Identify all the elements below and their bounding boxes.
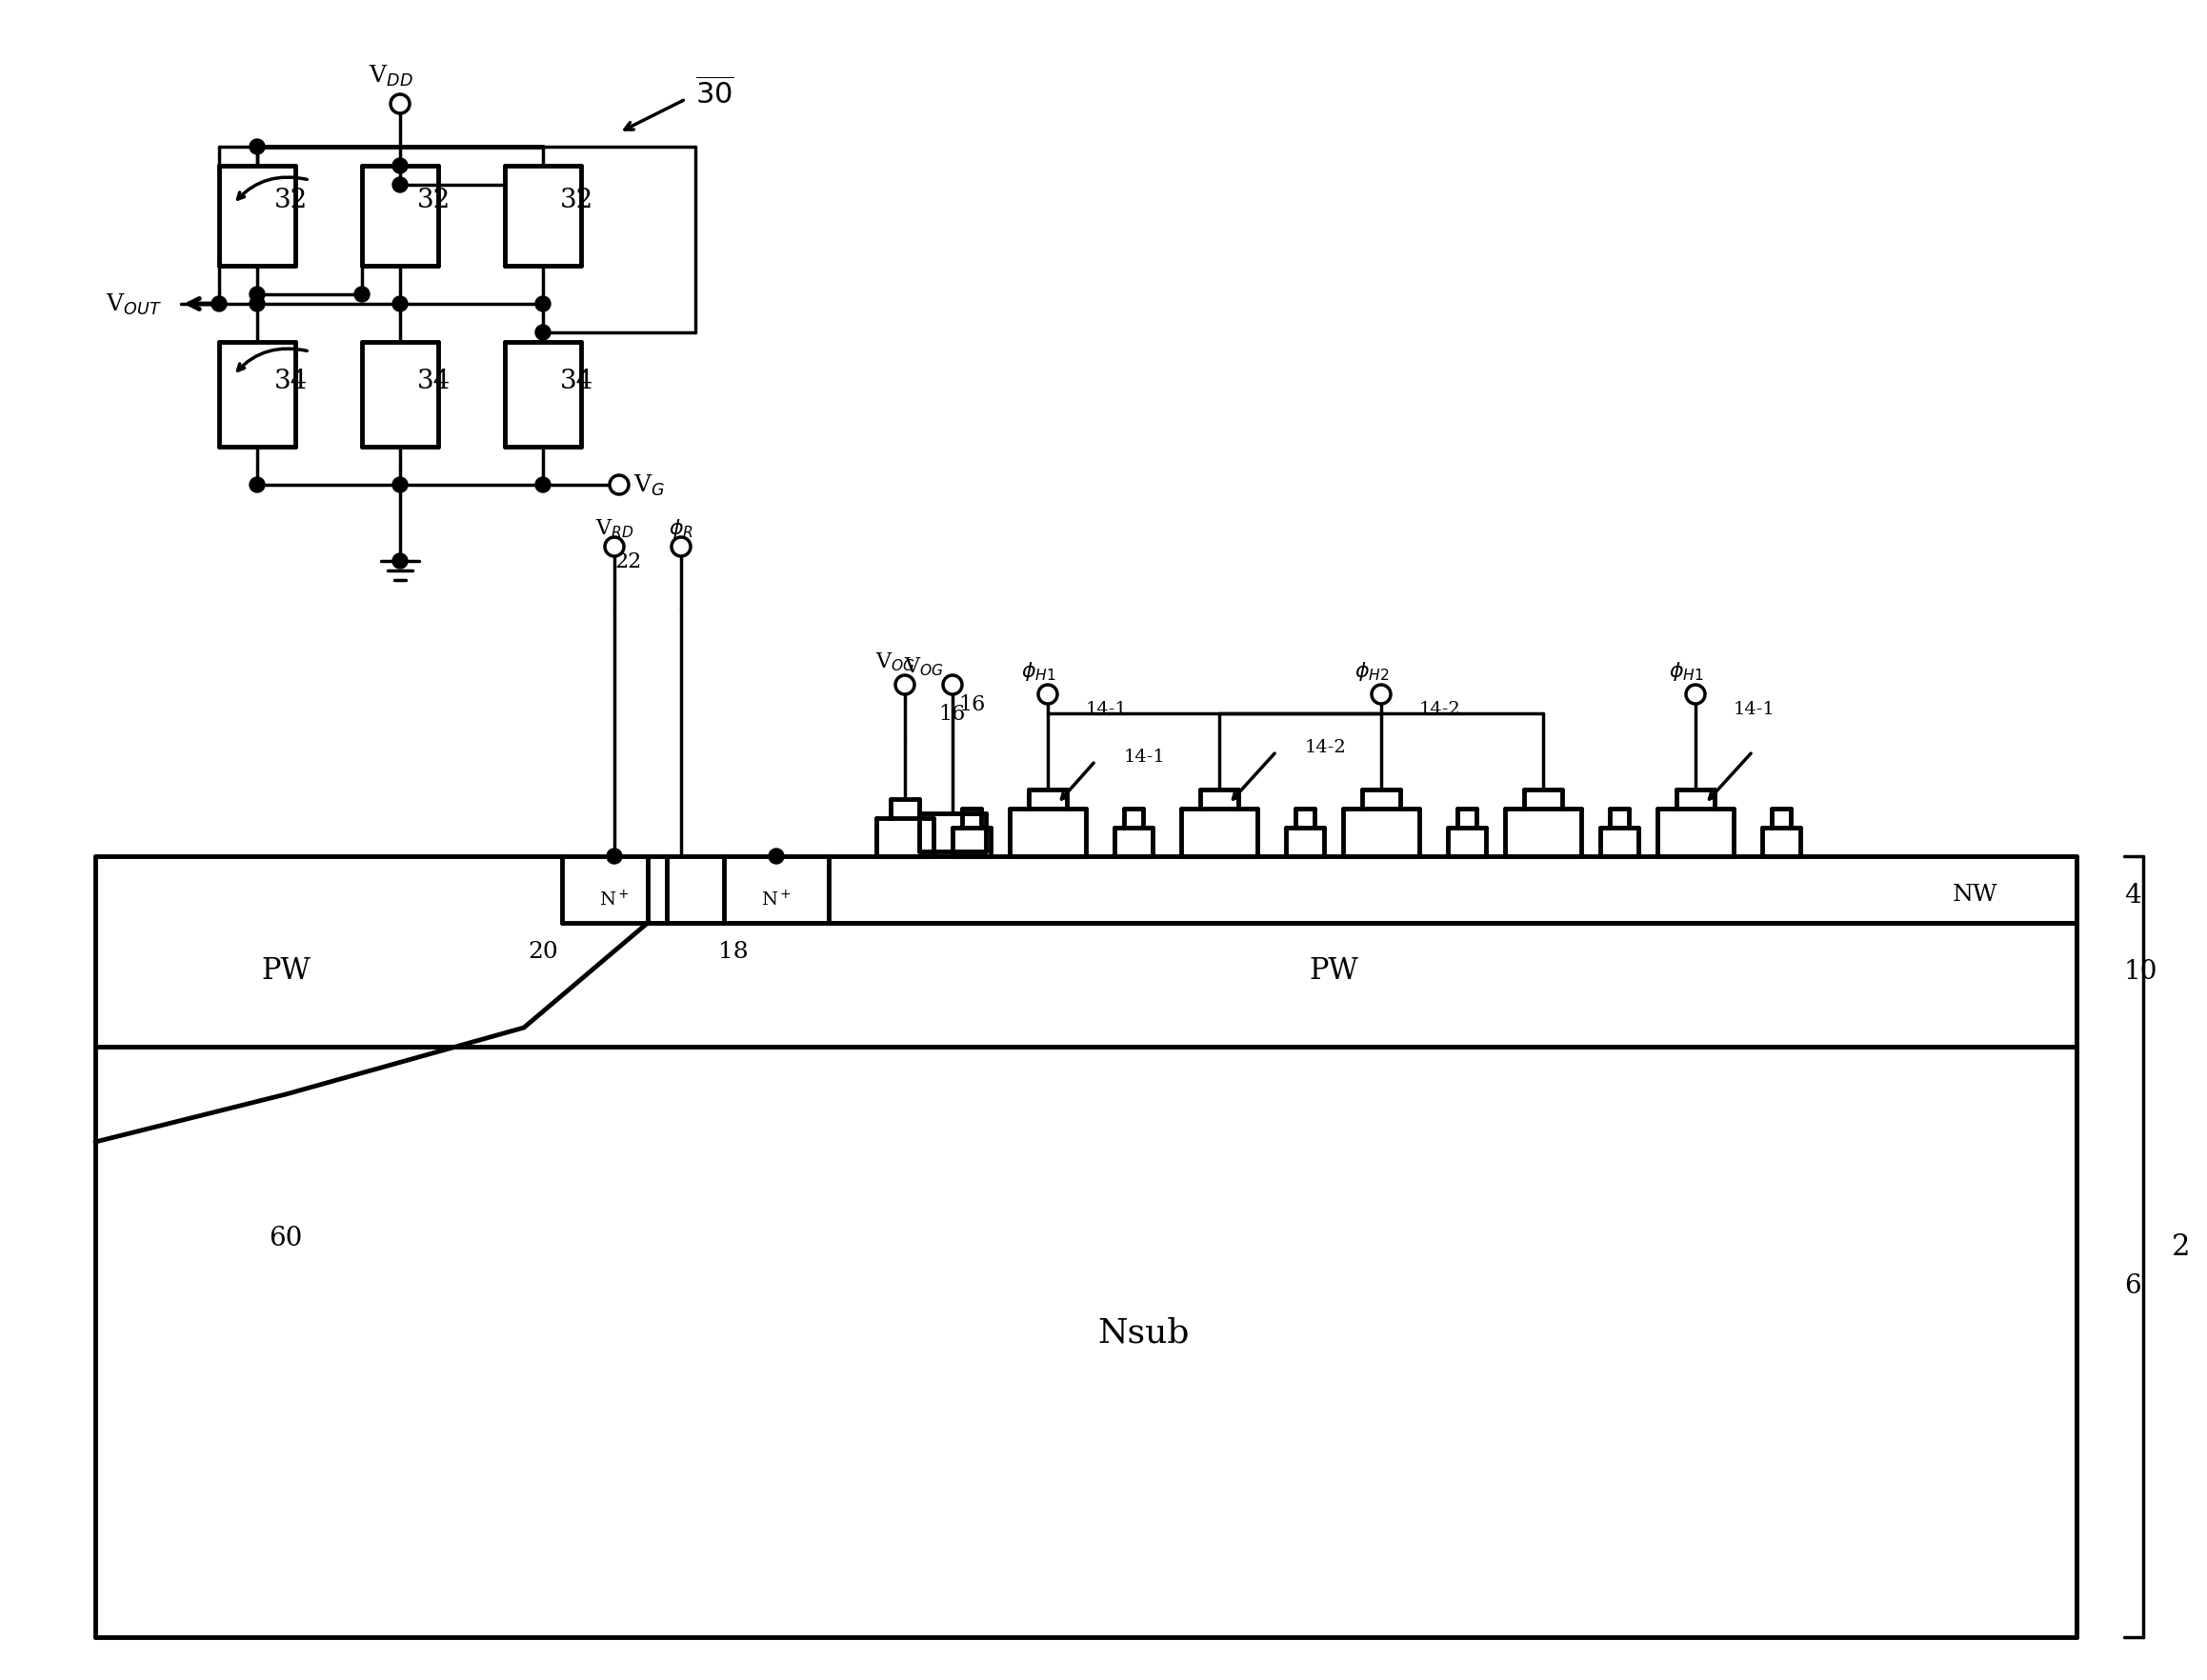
Circle shape <box>536 297 550 312</box>
Text: N$^+$: N$^+$ <box>761 889 792 909</box>
Text: NW: NW <box>1953 884 1997 906</box>
Text: 14-1: 14-1 <box>1732 701 1774 717</box>
Text: 2: 2 <box>2172 1231 2189 1262</box>
Text: $\phi_R$: $\phi_R$ <box>669 517 693 539</box>
Text: 32: 32 <box>274 186 307 213</box>
Text: $\phi_{H2}$: $\phi_{H2}$ <box>1355 660 1388 682</box>
Text: 60: 60 <box>269 1225 302 1250</box>
Circle shape <box>1686 685 1706 704</box>
Circle shape <box>605 538 625 556</box>
Circle shape <box>249 287 265 302</box>
Text: 6: 6 <box>2123 1272 2141 1299</box>
Circle shape <box>249 477 265 492</box>
Circle shape <box>355 287 369 302</box>
Circle shape <box>393 554 408 570</box>
Text: 32: 32 <box>561 186 594 213</box>
Text: PW: PW <box>1309 956 1357 986</box>
Text: 16: 16 <box>958 694 984 714</box>
Text: $\phi_{H1}$: $\phi_{H1}$ <box>1022 660 1055 682</box>
Text: $\overline{30}$: $\overline{30}$ <box>695 79 735 111</box>
Text: V$_{OUT}$: V$_{OUT}$ <box>106 292 161 318</box>
Text: 4: 4 <box>2123 882 2141 907</box>
Text: PW: PW <box>260 956 311 986</box>
Circle shape <box>607 848 622 864</box>
Text: 14-2: 14-2 <box>1419 701 1461 717</box>
Text: 22: 22 <box>616 551 642 573</box>
Text: 10: 10 <box>2123 958 2158 984</box>
Text: N$^+$: N$^+$ <box>598 889 629 909</box>
Text: 14-1: 14-1 <box>1086 701 1128 717</box>
Text: V$_{OG}$: V$_{OG}$ <box>876 650 916 672</box>
Text: 16: 16 <box>938 704 964 724</box>
Text: 18: 18 <box>719 941 748 963</box>
Circle shape <box>393 477 408 492</box>
Text: 32: 32 <box>417 186 450 213</box>
Circle shape <box>393 178 408 193</box>
Circle shape <box>536 326 550 341</box>
Circle shape <box>393 160 408 175</box>
Text: 14-2: 14-2 <box>1304 739 1346 756</box>
Circle shape <box>896 675 914 696</box>
Text: 20: 20 <box>527 941 558 963</box>
Text: V$_G$: V$_G$ <box>633 474 664 497</box>
Text: 34: 34 <box>417 368 450 393</box>
Text: V$_{OG}$: V$_{OG}$ <box>905 655 945 677</box>
Text: V$_{RD}$: V$_{RD}$ <box>596 517 633 539</box>
Text: 14-1: 14-1 <box>1123 748 1165 766</box>
Text: 34: 34 <box>274 368 307 393</box>
Text: Nsub: Nsub <box>1097 1317 1190 1349</box>
Circle shape <box>393 297 408 312</box>
Circle shape <box>249 297 265 312</box>
Circle shape <box>609 475 629 496</box>
Circle shape <box>768 848 783 864</box>
Circle shape <box>391 96 411 114</box>
Circle shape <box>1371 685 1390 704</box>
Text: $\phi_{H1}$: $\phi_{H1}$ <box>1668 660 1704 682</box>
Text: 34: 34 <box>561 368 594 393</box>
Circle shape <box>1037 685 1057 704</box>
Circle shape <box>536 477 550 492</box>
Circle shape <box>671 538 691 556</box>
Text: V$_{DD}$: V$_{DD}$ <box>369 64 413 89</box>
Circle shape <box>212 297 227 312</box>
Circle shape <box>249 139 265 155</box>
Circle shape <box>942 675 962 696</box>
